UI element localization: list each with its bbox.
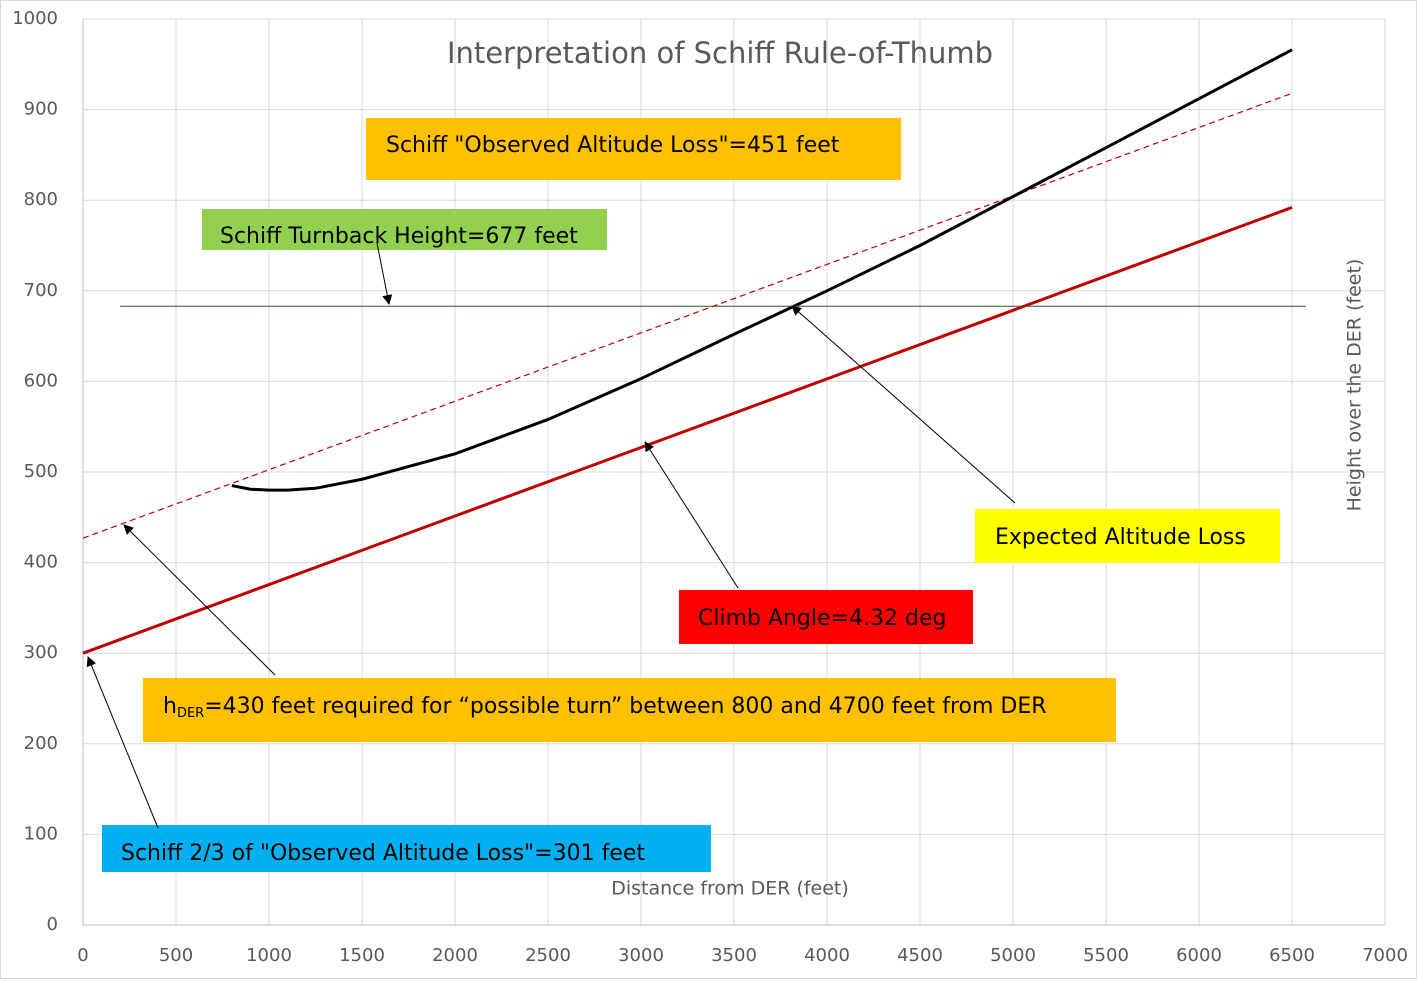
x-tick-label: 6500: [1269, 945, 1315, 966]
x-tick-label: 2500: [525, 945, 571, 966]
annotation-box: [143, 678, 1116, 742]
x-tick-label: 0: [77, 945, 88, 966]
y-tick-label: 600: [24, 370, 58, 391]
x-tick-label: 500: [159, 945, 193, 966]
series-line: [231, 48, 1293, 492]
annotation-text-part: Expected Altitude Loss: [995, 525, 1246, 550]
y-tick-label: 100: [24, 823, 58, 844]
annotation-text-part: h: [163, 694, 177, 719]
x-tick-label: 6000: [1176, 945, 1222, 966]
chart-title: Interpretation of Schiff Rule-of-Thumb: [447, 36, 993, 70]
annotation-box: [102, 825, 711, 872]
y-tick-label: 800: [24, 189, 58, 210]
annotation-text-part: Schiff "Observed Altitude Loss"=451 feet: [386, 133, 840, 158]
annotation-text: Schiff Turnback Height=677 feet: [220, 224, 578, 249]
grid: 0 100 200 300 400 500 600 700 800 900 1000 0 500 1000…: [12, 8, 1408, 966]
series: [82, 48, 1306, 655]
arrow: [791, 305, 1016, 504]
x-tick-label: 3500: [711, 945, 757, 966]
y-tick-label: 500: [24, 461, 58, 482]
y-axis-label: Height over the DER (feet): [1344, 259, 1366, 512]
annotation-text-part: Schiff 2/3 of "Observed Altitude Loss"=3…: [121, 841, 645, 866]
x-tick-label: 1000: [246, 945, 292, 966]
arrow: [376, 242, 393, 305]
annotations: Schiff "Observed Altitude Loss"=451 feet…: [102, 118, 1280, 872]
annotation-box: [679, 590, 973, 644]
annotation-text-part: =430 feet required for “possible turn” b…: [204, 694, 1046, 719]
y-tick-label: 200: [24, 733, 58, 754]
y-tick-label: 300: [24, 642, 58, 663]
x-tick-label: 2000: [432, 945, 478, 966]
x-tick-label: 5500: [1083, 945, 1129, 966]
x-tick-label: 1500: [339, 945, 385, 966]
y-tick-label: 700: [24, 280, 58, 301]
arrow: [123, 524, 276, 676]
y-tick-label: 900: [24, 99, 58, 120]
annotation-box: [366, 118, 901, 180]
annotation-text: Schiff 2/3 of "Observed Altitude Loss"=3…: [121, 841, 645, 866]
y-tick-label: 400: [24, 552, 58, 573]
x-tick-label: 4500: [897, 945, 943, 966]
annotation-text: Climb Angle=4.32 deg: [698, 606, 946, 631]
arrows: [86, 242, 1016, 829]
annotation-text: Schiff "Observed Altitude Loss"=451 feet: [386, 133, 840, 158]
annotation-text-part: Schiff Turnback Height=677 feet: [220, 224, 578, 249]
series-line: [82, 206, 1293, 655]
arrow: [644, 441, 739, 589]
y-tick-label: 0: [47, 914, 58, 935]
y-tick-label: 1000: [12, 8, 58, 29]
x-tick-label: 7000: [1362, 945, 1408, 966]
arrow: [86, 656, 159, 829]
x-axis-label: Distance from DER (feet): [611, 878, 849, 900]
x-tick-label: 3000: [618, 945, 664, 966]
x-tick-label: 4000: [804, 945, 850, 966]
series-line: [82, 92, 1293, 539]
annotation-text: hDER=430 feet required for “possible tur…: [163, 694, 1047, 721]
x-tick-label: 5000: [990, 945, 1036, 966]
annotation-text-part: Climb Angle=4.32 deg: [698, 606, 946, 631]
annotation-text: Expected Altitude Loss: [995, 525, 1246, 550]
annotation-box: [202, 209, 607, 250]
annotation-subscript: DER: [177, 706, 204, 721]
annotation-box: [975, 509, 1280, 563]
